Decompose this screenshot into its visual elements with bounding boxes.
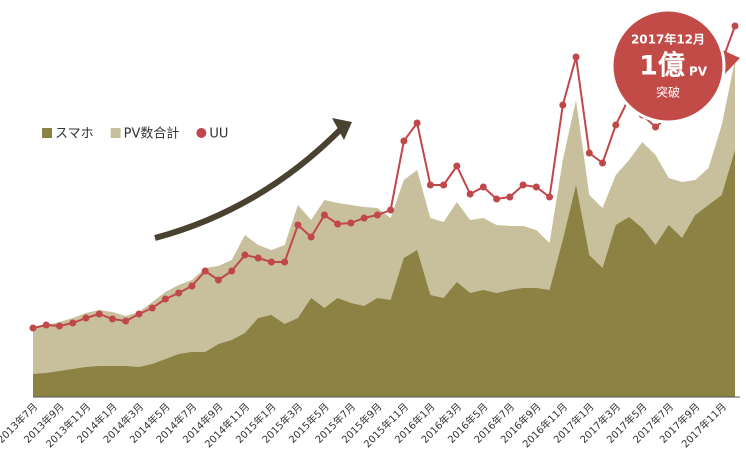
point bbox=[479, 183, 487, 191]
point bbox=[599, 159, 607, 167]
trend-arrow-head bbox=[332, 118, 352, 140]
point bbox=[69, 319, 77, 327]
point bbox=[731, 22, 739, 30]
point bbox=[201, 267, 209, 275]
point bbox=[453, 162, 461, 170]
point bbox=[360, 214, 368, 222]
area bbox=[33, 150, 735, 397]
legend-label: PV数合計 bbox=[124, 126, 180, 142]
point bbox=[506, 193, 514, 201]
legend-swatch bbox=[110, 128, 121, 138]
point bbox=[267, 258, 275, 266]
point bbox=[29, 324, 37, 332]
point bbox=[519, 181, 527, 189]
point bbox=[188, 282, 196, 290]
point bbox=[652, 123, 660, 131]
point bbox=[546, 193, 554, 201]
point bbox=[334, 220, 342, 228]
point bbox=[281, 258, 289, 266]
point bbox=[413, 119, 421, 127]
point bbox=[42, 321, 50, 329]
point bbox=[135, 310, 143, 318]
point bbox=[241, 251, 249, 259]
point bbox=[387, 206, 395, 214]
point bbox=[161, 295, 169, 303]
badge-unit: PV bbox=[689, 65, 708, 79]
point bbox=[572, 53, 580, 61]
point bbox=[373, 211, 381, 219]
legend-swatch bbox=[42, 128, 52, 138]
point bbox=[585, 149, 593, 157]
point bbox=[95, 310, 103, 318]
badge-value: 1億 bbox=[639, 51, 685, 82]
legend-label: UU bbox=[209, 127, 228, 142]
point bbox=[108, 315, 116, 323]
point bbox=[466, 190, 474, 198]
trend-arrow bbox=[154, 127, 343, 241]
point bbox=[55, 322, 63, 330]
point bbox=[148, 304, 156, 312]
point bbox=[532, 183, 540, 191]
point bbox=[612, 121, 620, 129]
point bbox=[228, 267, 236, 275]
point bbox=[440, 181, 448, 189]
point bbox=[400, 137, 408, 145]
legend-label: スマホ bbox=[55, 127, 94, 142]
badge-text: 突破 bbox=[656, 85, 680, 100]
badge: 2017年12月 1億 PV 突破 bbox=[610, 8, 740, 124]
point bbox=[254, 254, 262, 262]
point bbox=[320, 211, 328, 219]
legend-swatch bbox=[196, 128, 207, 138]
legend: スマホ PV数合計 UU bbox=[42, 126, 228, 142]
point bbox=[559, 101, 567, 109]
point bbox=[307, 233, 315, 241]
point bbox=[175, 289, 183, 297]
point bbox=[82, 314, 90, 322]
point bbox=[347, 219, 355, 227]
badge-circle bbox=[610, 8, 726, 124]
badge-date: 2017年12月 bbox=[631, 32, 705, 47]
point bbox=[214, 276, 222, 284]
point bbox=[122, 317, 130, 325]
point bbox=[294, 221, 302, 229]
point bbox=[493, 195, 501, 203]
point bbox=[426, 181, 434, 189]
